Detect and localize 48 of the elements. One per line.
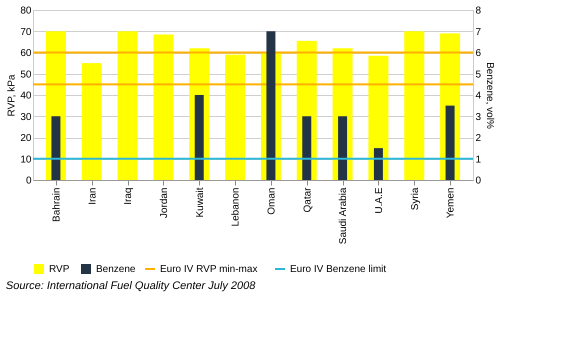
y2-tick-label: 5 bbox=[476, 69, 482, 80]
x-tick-label: Jordan bbox=[158, 188, 170, 218]
x-tick-label: Oman bbox=[266, 188, 278, 215]
bar bbox=[225, 54, 246, 180]
x-tick-label: Lebanon bbox=[230, 188, 242, 226]
y-tick-label: 50 bbox=[20, 69, 32, 80]
x-tick-label: Kuwait bbox=[194, 187, 206, 218]
bar bbox=[338, 116, 348, 180]
x-tick-label: Saudi Arabia bbox=[338, 187, 350, 244]
legend-label: Euro IV Benzene limit bbox=[290, 264, 386, 275]
y-tick-label: 70 bbox=[20, 26, 32, 38]
bar bbox=[194, 95, 204, 180]
y-tick-label: 60 bbox=[20, 48, 32, 59]
y2-tick-label: 2 bbox=[476, 133, 482, 144]
y-tick-label: 0 bbox=[26, 176, 32, 186]
bar bbox=[374, 148, 383, 180]
x-tick-label: U.A.E bbox=[374, 187, 385, 214]
legend-label: RVP bbox=[49, 264, 70, 275]
y-tick-label: 10 bbox=[20, 154, 32, 166]
y2-tick-label: 8 bbox=[476, 6, 482, 16]
bar bbox=[51, 116, 60, 180]
bar bbox=[118, 31, 138, 180]
bar bbox=[404, 31, 424, 180]
bar bbox=[446, 106, 455, 180]
y-tick-label: 80 bbox=[20, 6, 32, 16]
y-axis-title: RVP, kPa bbox=[6, 74, 18, 116]
y2-tick-label: 1 bbox=[476, 154, 482, 166]
y-tick-label: 40 bbox=[20, 90, 32, 102]
x-tick-label: Qatar bbox=[302, 186, 314, 213]
x-tick-label: Iran bbox=[87, 188, 98, 205]
legend-label: Benzene bbox=[96, 264, 136, 275]
y2-axis-title: Benzene, vol% bbox=[484, 62, 496, 129]
bar bbox=[82, 63, 102, 180]
source-note: Source: International Fuel Quality Center July 2008 bbox=[6, 280, 256, 292]
x-tick-label: Yemen bbox=[446, 188, 457, 218]
y-tick-label: 30 bbox=[20, 112, 32, 123]
y2-tick-label: 7 bbox=[476, 26, 482, 38]
x-tick-label: Syria bbox=[410, 187, 421, 210]
bar bbox=[302, 116, 312, 180]
legend-label: Euro IV RVP min-max bbox=[160, 264, 258, 275]
x-tick-label: Iraq bbox=[123, 188, 134, 205]
y2-tick-label: 6 bbox=[476, 48, 482, 59]
y2-tick-label: 0 bbox=[476, 176, 482, 186]
y2-tick-label: 3 bbox=[476, 112, 482, 123]
x-tick-label: Bahrain bbox=[51, 188, 62, 222]
y-tick-label: 20 bbox=[20, 133, 32, 144]
y2-tick-label: 4 bbox=[476, 90, 482, 102]
bar bbox=[153, 34, 174, 180]
